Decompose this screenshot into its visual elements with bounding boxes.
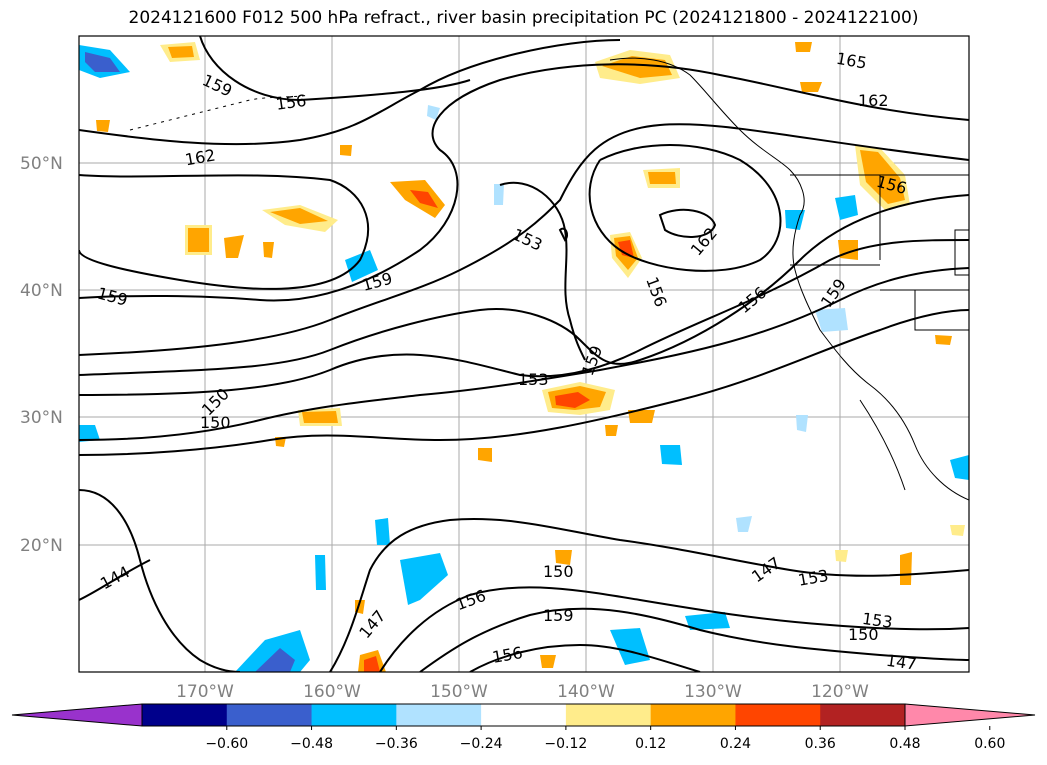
contour-label: 150 bbox=[848, 625, 879, 644]
latitude-labels: 50°N 40°N 30°N 20°N bbox=[20, 154, 63, 556]
colorbar-extend-max bbox=[904, 703, 1036, 727]
colorbar-frame bbox=[141, 703, 906, 727]
lon-label-170w: 170°W bbox=[176, 682, 234, 702]
contour-label: 150 bbox=[543, 562, 574, 581]
coastlines bbox=[129, 57, 969, 501]
lat-label-50n: 50°N bbox=[20, 154, 63, 174]
contour-label: 159 bbox=[543, 606, 574, 625]
colorbar-tick-label: 0.36 bbox=[805, 736, 836, 752]
contour-label: 153 bbox=[861, 609, 894, 632]
lon-label-120w: 120°W bbox=[811, 682, 869, 702]
colorbar-segment bbox=[565, 704, 652, 726]
colorbar-tick-label: 0.12 bbox=[635, 736, 666, 752]
lon-label-130w: 130°W bbox=[684, 682, 742, 702]
colorbar-tick-label: 0.60 bbox=[974, 736, 1005, 752]
colorbar-segment bbox=[820, 704, 906, 726]
contour-label: 150 bbox=[200, 413, 231, 432]
contour-label: 153 bbox=[518, 370, 549, 389]
colorbar-tick-label: −0.36 bbox=[375, 736, 418, 752]
contour-label: 162 bbox=[858, 91, 889, 110]
lat-label-40n: 40°N bbox=[20, 281, 63, 301]
colorbar-tick-label: −0.12 bbox=[544, 736, 587, 752]
map-area bbox=[79, 36, 969, 672]
contour-label: 156 bbox=[275, 91, 308, 114]
lon-label-150w: 150°W bbox=[430, 682, 488, 702]
colorbar-segment bbox=[142, 704, 228, 726]
colorbar-segment bbox=[481, 704, 567, 726]
colorbar-tick-label: 0.48 bbox=[889, 736, 920, 752]
lon-label-160w: 160°W bbox=[303, 682, 361, 702]
colorbar-segment bbox=[396, 704, 482, 726]
colorbar-tick-label: −0.24 bbox=[460, 736, 503, 752]
colorbar-tick-label: −0.60 bbox=[205, 736, 248, 752]
colorbar: −0.60 −0.48 −0.36 −0.24 −0.12 0.12 0.24 0.36 0.4… bbox=[11, 703, 1036, 752]
colorbar-extend-min bbox=[11, 703, 143, 727]
contour-label: 147 bbox=[885, 651, 918, 674]
map-frame bbox=[78, 35, 970, 673]
colorbar-segment bbox=[735, 704, 821, 726]
colorbar-segment bbox=[311, 704, 397, 726]
map-title: 2024121600 F012 500 hPa refract., river … bbox=[128, 8, 919, 28]
precip-pc-shading bbox=[79, 42, 969, 672]
longitude-labels: 170°W 160°W 150°W 140°W 130°W 120°W bbox=[176, 682, 869, 702]
gridlines bbox=[79, 36, 969, 672]
lat-label-20n: 20°N bbox=[20, 536, 63, 556]
lat-label-30n: 30°N bbox=[20, 408, 63, 428]
colorbar-tick-label: 0.24 bbox=[720, 736, 751, 752]
colorbar-segment bbox=[226, 704, 313, 726]
colorbar-segment bbox=[650, 704, 736, 726]
lon-label-140w: 140°W bbox=[557, 682, 615, 702]
refractivity-contours bbox=[79, 36, 969, 672]
colorbar-tick-label: −0.48 bbox=[290, 736, 333, 752]
